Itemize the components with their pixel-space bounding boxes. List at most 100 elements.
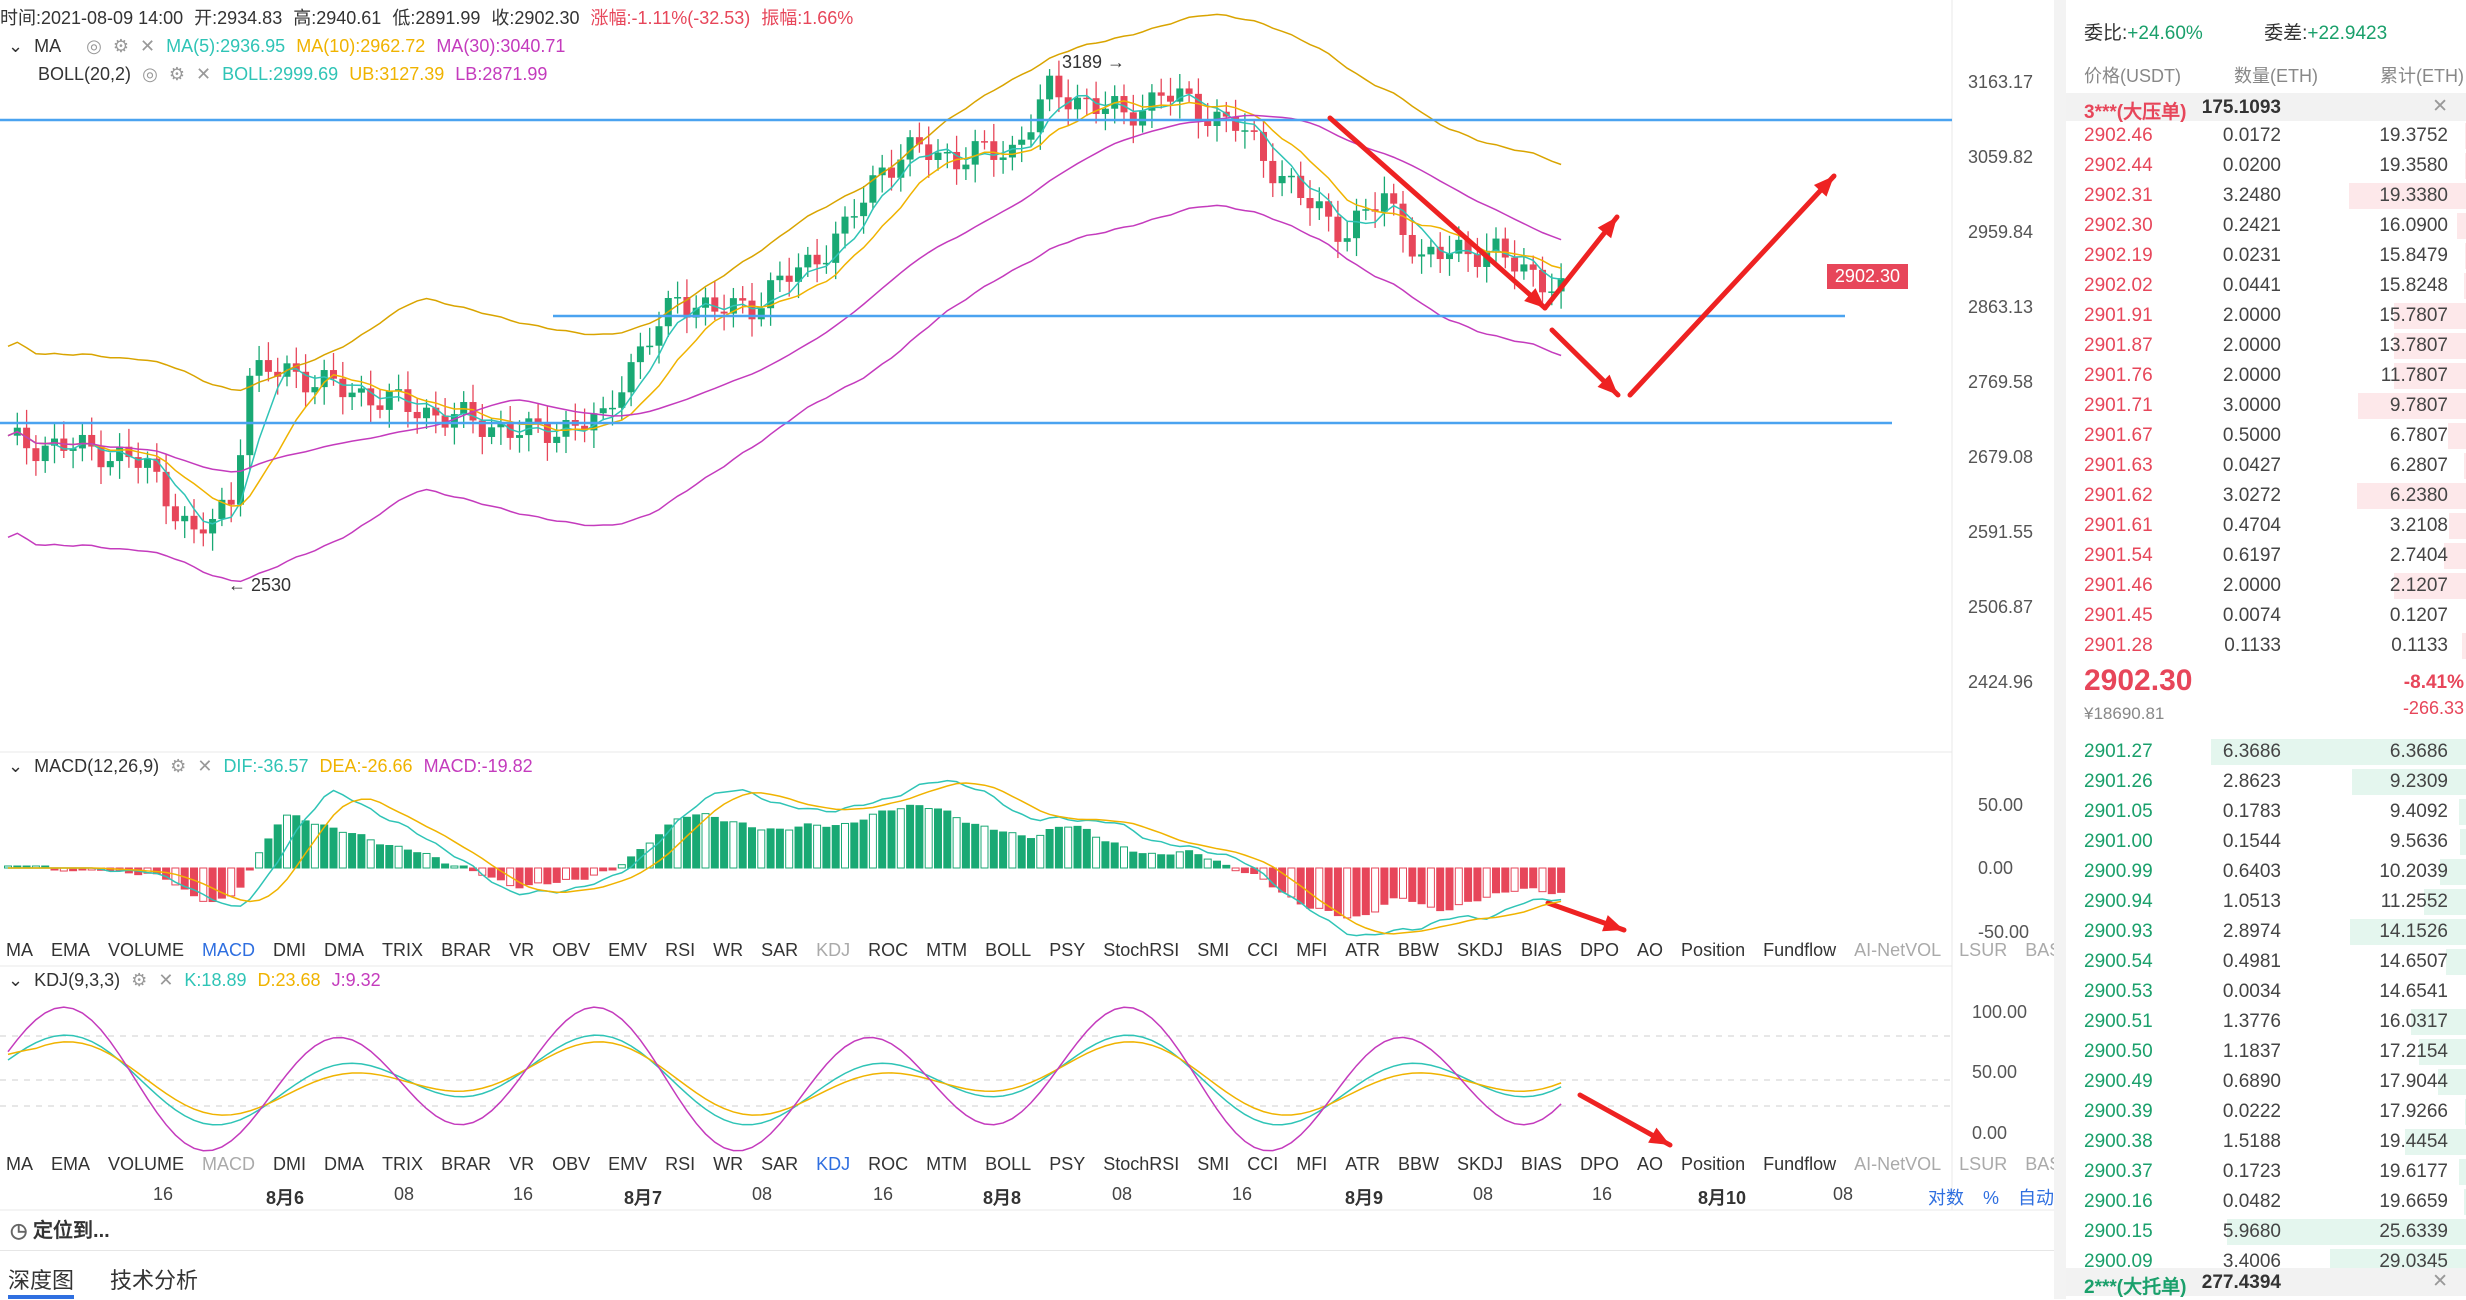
gear-icon[interactable]: ⚙ xyxy=(113,36,129,56)
indicator-tab[interactable]: ROC xyxy=(868,1154,908,1175)
chart-canvas[interactable]: 3163.173059.822959.842863.132769.582679.… xyxy=(0,0,2054,1250)
indicator-tab[interactable]: OBV xyxy=(552,1154,590,1175)
tab-depth-chart[interactable]: 深度图 xyxy=(8,1263,74,1299)
indicator-tab[interactable]: RSI xyxy=(665,1154,695,1175)
indicator-tab[interactable]: MA xyxy=(6,940,33,961)
indicator-tab[interactable]: TRIX xyxy=(382,1154,423,1175)
log-toggle[interactable]: 对数 xyxy=(1928,1188,1964,1208)
indicator-tab[interactable]: EMA xyxy=(51,940,90,961)
indicator-tab[interactable]: DPO xyxy=(1580,1154,1619,1175)
indicator-tab[interactable]: VOLUME xyxy=(108,1154,184,1175)
chevron-down-icon[interactable]: ⌄ xyxy=(8,970,23,990)
indicator-tab[interactable]: LSUR xyxy=(1959,1154,2007,1175)
indicator-tab[interactable]: VOLUME xyxy=(108,940,184,961)
indicator-tab[interactable]: PSY xyxy=(1049,1154,1085,1175)
indicator-tab[interactable]: WR xyxy=(713,1154,743,1175)
auto-toggle[interactable]: 自动 xyxy=(2018,1188,2054,1208)
indicator-tab[interactable]: BBW xyxy=(1398,1154,1439,1175)
gear-icon[interactable]: ⚙ xyxy=(131,970,147,990)
close-icon[interactable]: ✕ xyxy=(2432,1270,2448,1293)
tab-technical-analysis[interactable]: 技术分析 xyxy=(110,1263,198,1295)
indicator-tab[interactable]: MTM xyxy=(926,1154,967,1175)
indicator-tab[interactable]: ATR xyxy=(1345,940,1380,961)
indicator-tab[interactable]: MACD xyxy=(202,940,255,961)
indicator-tab[interactable]: PSY xyxy=(1049,940,1085,961)
close-icon[interactable]: ✕ xyxy=(196,64,211,84)
indicator-tab[interactable]: SAR xyxy=(761,940,798,961)
chevron-down-icon[interactable]: ⌄ xyxy=(8,756,23,776)
indicator-tab[interactable]: VR xyxy=(509,1154,534,1175)
indicator-tab[interactable]: LSUR xyxy=(1959,940,2007,961)
indicator-tab[interactable]: KDJ xyxy=(816,1154,850,1175)
indicator-tab[interactable]: MACD xyxy=(202,1154,255,1175)
indicator-tab[interactable]: Fundflow xyxy=(1763,940,1836,961)
indicator-tab[interactable]: StochRSI xyxy=(1103,1154,1179,1175)
indicator-tab[interactable]: MTM xyxy=(926,940,967,961)
indicator-tab[interactable]: OBV xyxy=(552,940,590,961)
indicator-tab[interactable]: CCI xyxy=(1247,1154,1278,1175)
ask-wall-row[interactable]: 3***(大压单) 175.1093 ✕ xyxy=(2066,93,2466,121)
indicator-tab[interactable]: SKDJ xyxy=(1457,1154,1503,1175)
indicator-tab[interactable]: BOLL xyxy=(985,940,1031,961)
close-icon[interactable]: ✕ xyxy=(140,36,155,56)
locate-control[interactable]: ◷ 定位到... xyxy=(10,1214,110,1243)
indicator-tab[interactable]: AI-NetVOL xyxy=(1854,940,1941,961)
indicator-tab[interactable]: BIAS xyxy=(1521,940,1562,961)
indicator-tab[interactable]: StochRSI xyxy=(1103,940,1179,961)
indicator-tab[interactable]: EMV xyxy=(608,1154,647,1175)
indicator-tab[interactable]: MA xyxy=(6,1154,33,1175)
indicator-tab[interactable]: AI-NetVOL xyxy=(1854,1154,1941,1175)
close-icon[interactable]: ✕ xyxy=(158,970,173,990)
indicator-tab[interactable]: DMA xyxy=(324,1154,364,1175)
indicator-tab[interactable]: Position xyxy=(1681,1154,1745,1175)
indicator-tab[interactable]: DMI xyxy=(273,940,306,961)
gear-icon[interactable]: ⚙ xyxy=(169,64,185,84)
indicator-tab[interactable]: VR xyxy=(509,940,534,961)
indicator-tab[interactable]: AO xyxy=(1637,940,1663,961)
indicator-tab[interactable]: DPO xyxy=(1580,940,1619,961)
indicator-tab[interactable]: Position xyxy=(1681,940,1745,961)
indicator-tab[interactable]: BRAR xyxy=(441,1154,491,1175)
indicator-tab[interactable]: DMA xyxy=(324,940,364,961)
indicator-tab[interactable]: WR xyxy=(713,940,743,961)
chevron-down-icon[interactable]: ⌄ xyxy=(8,36,23,56)
indicator-tab[interactable]: AO xyxy=(1637,1154,1663,1175)
eye-icon[interactable]: ◎ xyxy=(86,36,102,56)
indicator-tab[interactable]: SMI xyxy=(1197,940,1229,961)
indicator-tab[interactable]: Fundflow xyxy=(1763,1154,1836,1175)
indicator-tab[interactable]: EMA xyxy=(51,1154,90,1175)
indicator-tab[interactable]: BIAS xyxy=(1521,1154,1562,1175)
gear-icon[interactable]: ⚙ xyxy=(170,756,186,776)
indicator-tab[interactable]: MFI xyxy=(1296,940,1327,961)
indicator-tab[interactable]: SAR xyxy=(761,1154,798,1175)
indicator-tab[interactable]: SMI xyxy=(1197,1154,1229,1175)
